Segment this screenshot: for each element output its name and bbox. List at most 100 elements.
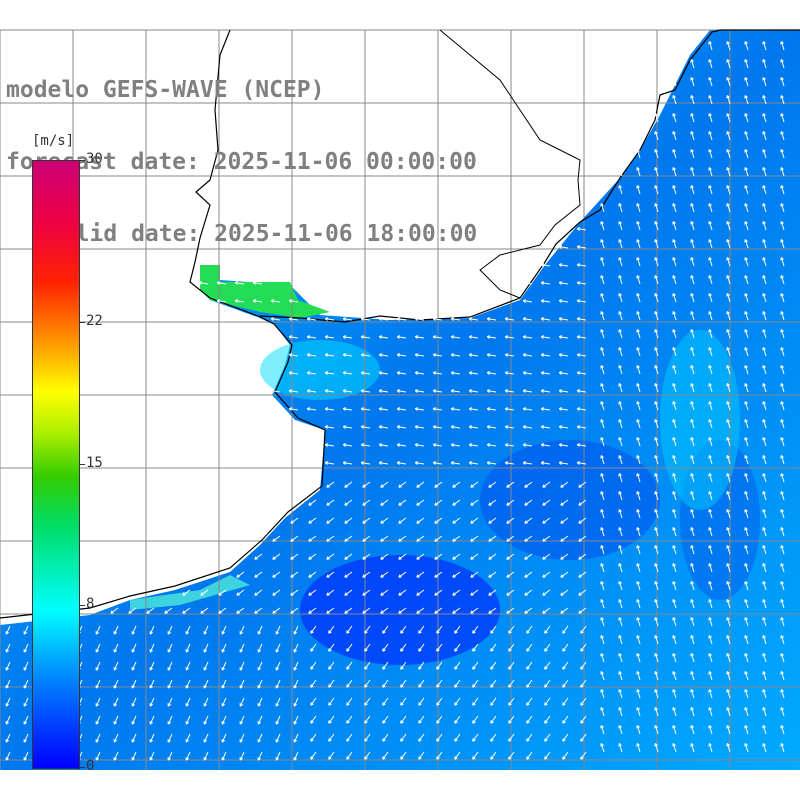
wind-arrow — [436, 625, 443, 634]
wind-arrow — [167, 715, 173, 725]
wind-arrow — [218, 589, 227, 596]
wind-arrow — [272, 571, 281, 578]
wind-arrow — [306, 371, 317, 375]
colorbar-tick-label: 0 — [86, 758, 95, 774]
wind-arrow — [726, 131, 731, 141]
wind-arrow — [508, 751, 515, 760]
wind-arrow — [672, 581, 677, 591]
wind-arrow — [346, 715, 353, 724]
wind-arrow — [418, 697, 425, 706]
wind-arrow — [654, 509, 659, 519]
wind-arrow — [131, 751, 137, 761]
wind-arrow — [744, 617, 749, 627]
wind-arrow — [726, 77, 731, 87]
wind-arrow — [726, 311, 731, 321]
wind-arrow — [600, 401, 605, 411]
wind-arrow — [342, 389, 353, 393]
wind-arrow — [780, 617, 785, 627]
wind-arrow — [726, 149, 731, 159]
wind-arrow — [344, 481, 353, 488]
wind-arrow — [346, 661, 353, 670]
wind-arrow — [542, 589, 551, 596]
wind-arrow — [275, 625, 281, 635]
wind-arrow — [488, 499, 497, 506]
wind-arrow — [254, 553, 263, 560]
wind-arrow — [398, 535, 407, 542]
wind-arrow — [654, 401, 659, 411]
wind-arrow — [744, 401, 749, 411]
wind-arrow — [654, 149, 659, 159]
model-title: modelo GEFS-WAVE (NCEP) — [6, 77, 325, 103]
wind-arrow — [558, 281, 569, 285]
wind-arrow — [149, 697, 155, 707]
wind-arrow — [5, 697, 11, 707]
wind-arrow — [450, 335, 461, 339]
wind-arrow — [654, 329, 659, 339]
wind-arrow — [744, 545, 749, 555]
title-block: modelo GEFS-WAVE (NCEP) forecast date: 2… — [6, 30, 477, 270]
wind-arrow — [490, 751, 497, 760]
wind-arrow — [5, 661, 11, 671]
wind-arrow — [744, 311, 749, 321]
wind-arrow — [576, 299, 587, 303]
wind-arrow — [398, 607, 407, 614]
wind-arrow — [600, 545, 605, 555]
wind-arrow — [600, 347, 605, 357]
wind-arrow — [490, 679, 497, 688]
wind-arrow — [508, 679, 515, 688]
wind-arrow — [780, 581, 785, 591]
wind-arrow — [726, 239, 731, 249]
wind-arrow — [450, 389, 461, 393]
wind-arrow — [690, 473, 695, 483]
wind-arrow — [346, 643, 353, 652]
wind-arrow — [452, 499, 461, 506]
wind-arrow — [744, 527, 749, 537]
wind-arrow — [378, 461, 389, 465]
wind-arrow — [468, 371, 479, 375]
wind-arrow — [23, 625, 29, 635]
wind-arrow — [576, 281, 587, 285]
wind-arrow — [672, 257, 677, 267]
wind-arrow — [131, 697, 137, 707]
wind-arrow — [600, 671, 605, 681]
wind-arrow — [418, 679, 425, 688]
wind-arrow — [396, 443, 407, 447]
wind-arrow — [416, 481, 425, 488]
wind-arrow — [544, 661, 551, 670]
wind-arrow — [762, 167, 767, 177]
wind-arrow — [364, 751, 371, 760]
wind-arrow — [310, 715, 317, 724]
wind-arrow — [324, 443, 335, 447]
wind-arrow — [416, 499, 425, 506]
wind-arrow — [558, 335, 569, 339]
wind-arrow — [95, 715, 101, 725]
wind-arrow — [762, 689, 767, 699]
wind-arrow — [708, 185, 713, 195]
wind-arrow — [654, 113, 659, 123]
wind-arrow — [486, 335, 497, 339]
wind-arrow — [488, 517, 497, 524]
wind-arrow — [562, 679, 569, 688]
wind-arrow — [744, 473, 749, 483]
colorbar-tick-mark — [79, 605, 85, 607]
wind-arrow — [400, 733, 407, 742]
wind-arrow — [470, 481, 479, 488]
wind-arrow — [434, 499, 443, 506]
wind-arrow — [618, 239, 623, 249]
wind-arrow — [432, 353, 443, 357]
wind-arrow — [414, 443, 425, 447]
wind-arrow — [600, 293, 605, 303]
wind-arrow — [600, 419, 605, 429]
wind-arrow — [5, 643, 11, 653]
wind-arrow — [416, 589, 425, 596]
wind-arrow — [744, 743, 749, 753]
wind-arrow — [310, 697, 317, 706]
wind-arrow — [450, 371, 461, 375]
wind-arrow — [708, 311, 713, 321]
wind-arrow — [221, 751, 227, 761]
wind-arrow — [450, 317, 461, 321]
wind-arrow — [690, 419, 695, 429]
wind-arrow — [636, 419, 641, 429]
wind-arrow — [672, 221, 677, 231]
wind-arrow — [690, 59, 695, 69]
